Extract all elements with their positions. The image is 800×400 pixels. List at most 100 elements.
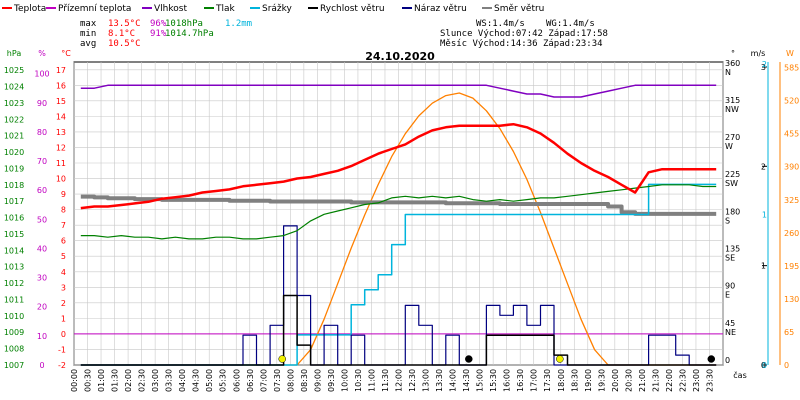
tick-solar: 260 bbox=[784, 229, 799, 238]
tick-time: 16:00 bbox=[503, 369, 512, 392]
tick-dir: 90 bbox=[725, 282, 735, 291]
tick-time: 02:30 bbox=[138, 369, 147, 392]
tick-solar: 520 bbox=[784, 97, 799, 106]
legend-label: Tlak bbox=[215, 4, 236, 14]
tick-time: 11:00 bbox=[367, 369, 376, 392]
tick-pct: 40 bbox=[37, 244, 47, 253]
stat-temp: 10.5°C bbox=[108, 39, 141, 49]
legend-label: Rychlost větru bbox=[320, 4, 385, 14]
tick-compass: W bbox=[725, 142, 733, 151]
tick-solar: 130 bbox=[784, 295, 799, 304]
tick-time: 20:00 bbox=[611, 369, 620, 392]
tick-time: 06:00 bbox=[232, 369, 241, 392]
tick-pct: 60 bbox=[37, 186, 47, 195]
tick-pct: 20 bbox=[37, 303, 47, 312]
tick-hpa: 1016 bbox=[4, 214, 24, 223]
tick-compass: S bbox=[725, 216, 730, 225]
tick-compass: SW bbox=[725, 179, 738, 188]
tick-solar: 195 bbox=[784, 262, 799, 271]
tick-time: 09:00 bbox=[313, 369, 322, 392]
tick-temp: 5 bbox=[61, 252, 66, 261]
tick-pct: 0 bbox=[39, 361, 44, 370]
tick-time: 08:00 bbox=[286, 369, 295, 392]
tick-compass: E bbox=[725, 291, 730, 300]
series-temp bbox=[80, 122, 717, 210]
stat-rain: 1.2mm bbox=[225, 19, 252, 29]
tick-dir: 135 bbox=[725, 245, 740, 254]
axis-label-pct: % bbox=[38, 49, 46, 58]
tick-time: 12:00 bbox=[395, 369, 404, 392]
tick-time: 17:30 bbox=[543, 369, 552, 392]
tick-hpa: 1021 bbox=[4, 132, 24, 141]
tick-pct: 100 bbox=[34, 70, 49, 79]
stat-temp: 8.1°C bbox=[108, 29, 135, 39]
tick-dir: 315 bbox=[725, 96, 740, 105]
tick-time: 07:30 bbox=[273, 369, 282, 392]
tick-temp: 11 bbox=[56, 159, 66, 168]
tick-rain: 2 bbox=[762, 60, 767, 69]
tick-time: 01:30 bbox=[111, 369, 120, 392]
tick-time: 17:00 bbox=[530, 369, 539, 392]
series-pressure bbox=[80, 184, 717, 240]
axis-label-temp: °C bbox=[61, 49, 71, 58]
series-wind bbox=[80, 294, 717, 366]
tick-hpa: 1024 bbox=[4, 83, 24, 92]
tick-time: 14:00 bbox=[449, 369, 458, 392]
tick-time: 22:00 bbox=[665, 369, 674, 392]
stat-pressure: 1014.7hPa bbox=[165, 29, 214, 39]
tick-temp: 9 bbox=[61, 190, 66, 199]
chart-title: 24.10.2020 bbox=[365, 50, 435, 63]
tick-time: 07:00 bbox=[259, 369, 268, 392]
tick-time: 15:00 bbox=[476, 369, 485, 392]
stat-humidity: 96% bbox=[150, 19, 167, 29]
stat-pressure: 1018hPa bbox=[165, 19, 203, 29]
tick-hpa: 1009 bbox=[4, 328, 24, 337]
legend-label: Srážky bbox=[262, 4, 293, 14]
tick-hpa: 1008 bbox=[4, 345, 24, 354]
tick-temp: 15 bbox=[56, 97, 66, 106]
tick-dir: 0 bbox=[725, 356, 730, 365]
tick-temp: 7 bbox=[61, 221, 66, 230]
tick-time: 15:30 bbox=[489, 369, 498, 392]
tick-hpa: 1007 bbox=[4, 361, 24, 370]
tick-compass: NE bbox=[725, 328, 736, 337]
tick-temp: 6 bbox=[61, 237, 66, 246]
stat-label: max bbox=[80, 19, 97, 29]
tick-hpa: 1017 bbox=[4, 197, 24, 206]
moon-marker bbox=[707, 355, 716, 363]
tick-hpa: 1015 bbox=[4, 230, 24, 239]
tick-dir: 270 bbox=[725, 133, 740, 142]
tick-solar: 325 bbox=[784, 196, 799, 205]
stat-label: min bbox=[80, 29, 96, 39]
axis-label-solar: W bbox=[786, 49, 794, 58]
axis-label-hpa: hPa bbox=[7, 49, 22, 58]
stat-sun: Slunce Východ:07:42 Západ:17:58 bbox=[440, 29, 608, 39]
tick-pct: 50 bbox=[37, 215, 47, 224]
tick-hpa: 1020 bbox=[4, 148, 24, 157]
axis-label-time: čas bbox=[733, 370, 746, 380]
tick-time: 00:00 bbox=[70, 369, 79, 392]
tick-solar: 0 bbox=[784, 361, 789, 370]
tick-time: 19:30 bbox=[597, 369, 606, 392]
tick-temp: 0 bbox=[61, 330, 66, 339]
tick-hpa: 1014 bbox=[4, 246, 24, 255]
tick-time: 21:00 bbox=[638, 369, 647, 392]
tick-compass: SE bbox=[725, 254, 735, 263]
tick-time: 18:00 bbox=[557, 369, 566, 392]
tick-time: 21:30 bbox=[651, 369, 660, 392]
tick-temp: -2 bbox=[58, 361, 66, 370]
tick-pct: 80 bbox=[37, 128, 47, 137]
moon-marker bbox=[465, 355, 473, 363]
tick-hpa: 1013 bbox=[4, 263, 24, 272]
tick-pct: 30 bbox=[37, 274, 47, 283]
tick-temp: 8 bbox=[61, 206, 66, 215]
legend-label: Směr větru bbox=[494, 4, 544, 14]
tick-temp: 3 bbox=[61, 283, 66, 292]
tick-pct: 90 bbox=[37, 99, 47, 108]
tick-solar: 390 bbox=[784, 163, 799, 172]
tick-dir: 45 bbox=[725, 319, 735, 328]
tick-time: 10:30 bbox=[354, 369, 363, 392]
stat-label: avg bbox=[80, 39, 96, 49]
tick-time: 20:30 bbox=[624, 369, 633, 392]
tick-hpa: 1022 bbox=[4, 115, 24, 124]
